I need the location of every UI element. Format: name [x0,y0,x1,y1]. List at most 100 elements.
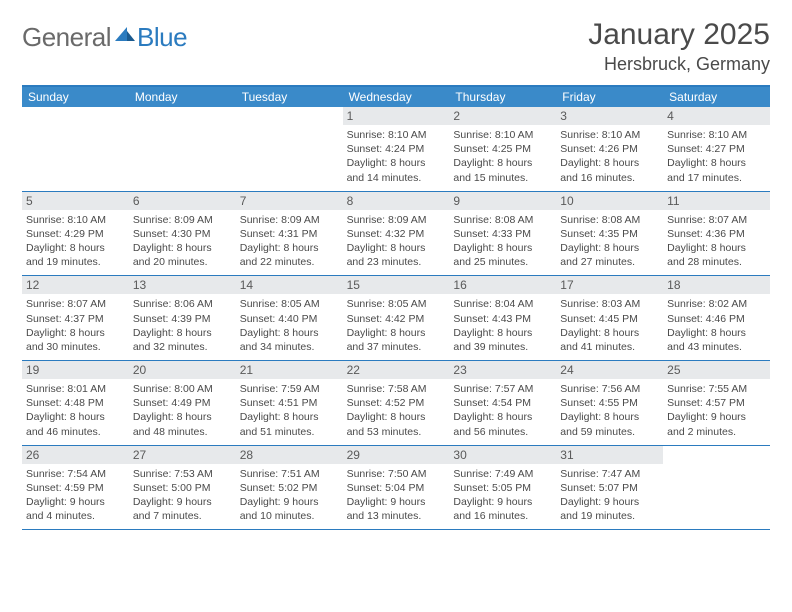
day-detail: Sunrise: 8:05 AMSunset: 4:42 PMDaylight:… [347,297,446,354]
day-number: 26 [22,446,129,464]
day-cell: 20 Sunrise: 8:00 AMSunset: 4:49 PMDayligh… [129,361,236,445]
week-row: 1 Sunrise: 8:10 AMSunset: 4:24 PMDaylight… [22,107,770,192]
day-number: 6 [129,192,236,210]
day-detail: Sunrise: 8:10 AMSunset: 4:24 PMDaylight:… [347,128,446,185]
day-cell: 22 Sunrise: 7:58 AMSunset: 4:52 PMDayligh… [343,361,450,445]
calendar-page: General Blue January 2025 Hersbruck, Ger… [0,0,792,548]
day-detail: Sunrise: 7:53 AMSunset: 5:00 PMDaylight:… [133,467,232,524]
week-row: 12 Sunrise: 8:07 AMSunset: 4:37 PMDayligh… [22,276,770,361]
day-cell [236,107,343,191]
day-cell: 27 Sunrise: 7:53 AMSunset: 5:00 PMDayligh… [129,446,236,530]
day-number: 15 [343,276,450,294]
day-cell [22,107,129,191]
day-detail: Sunrise: 8:03 AMSunset: 4:45 PMDaylight:… [560,297,659,354]
day-detail: Sunrise: 8:08 AMSunset: 4:33 PMDaylight:… [453,213,552,270]
calendar-grid: SundayMondayTuesdayWednesdayThursdayFrid… [22,85,770,530]
title-block: January 2025 Hersbruck, Germany [588,18,770,75]
day-detail: Sunrise: 8:01 AMSunset: 4:48 PMDaylight:… [26,382,125,439]
day-number: 23 [449,361,556,379]
day-cell: 19 Sunrise: 8:01 AMSunset: 4:48 PMDayligh… [22,361,129,445]
day-number: 9 [449,192,556,210]
week-row: 19 Sunrise: 8:01 AMSunset: 4:48 PMDayligh… [22,361,770,446]
day-cell: 11 Sunrise: 8:07 AMSunset: 4:36 PMDayligh… [663,192,770,276]
day-detail: Sunrise: 8:05 AMSunset: 4:40 PMDaylight:… [240,297,339,354]
day-number: 16 [449,276,556,294]
day-number: 20 [129,361,236,379]
day-cell: 1 Sunrise: 8:10 AMSunset: 4:24 PMDaylight… [343,107,450,191]
location: Hersbruck, Germany [588,54,770,75]
day-number: 21 [236,361,343,379]
day-detail: Sunrise: 7:58 AMSunset: 4:52 PMDaylight:… [347,382,446,439]
day-cell: 23Sunrise: 7:57 AMSunset: 4:54 PMDayligh… [449,361,556,445]
weekday-label: Friday [556,87,663,107]
day-number: 12 [22,276,129,294]
day-cell: 6Sunrise: 8:09 AMSunset: 4:30 PMDaylight… [129,192,236,276]
week-row: 26Sunrise: 7:54 AMSunset: 4:59 PMDayligh… [22,446,770,531]
day-cell [129,107,236,191]
day-number [22,107,129,125]
day-detail: Sunrise: 7:59 AMSunset: 4:51 PMDaylight:… [240,382,339,439]
day-cell: 10Sunrise: 8:08 AMSunset: 4:35 PMDayligh… [556,192,663,276]
day-detail: Sunrise: 8:10 AMSunset: 4:27 PMDaylight:… [667,128,766,185]
day-number: 3 [556,107,663,125]
day-cell: 18 Sunrise: 8:02 AMSunset: 4:46 PMDayligh… [663,276,770,360]
day-detail: Sunrise: 8:04 AMSunset: 4:43 PMDaylight:… [453,297,552,354]
day-cell: 9 Sunrise: 8:08 AMSunset: 4:33 PMDaylight… [449,192,556,276]
day-detail: Sunrise: 7:49 AMSunset: 5:05 PMDaylight:… [453,467,552,524]
day-number: 18 [663,276,770,294]
day-number: 1 [343,107,450,125]
day-cell: 29 Sunrise: 7:50 AMSunset: 5:04 PMDayligh… [343,446,450,530]
weekday-label: Monday [129,87,236,107]
day-detail: Sunrise: 8:07 AMSunset: 4:36 PMDaylight:… [667,213,766,270]
day-detail: Sunrise: 7:55 AMSunset: 4:57 PMDaylight:… [667,382,766,439]
day-detail: Sunrise: 8:00 AMSunset: 4:49 PMDaylight:… [133,382,232,439]
day-number [236,107,343,125]
day-number: 28 [236,446,343,464]
day-number: 5 [22,192,129,210]
day-number: 14 [236,276,343,294]
day-cell: 31Sunrise: 7:47 AMSunset: 5:07 PMDayligh… [556,446,663,530]
day-cell: 7Sunrise: 8:09 AMSunset: 4:31 PMDaylight… [236,192,343,276]
day-detail: Sunrise: 8:06 AMSunset: 4:39 PMDaylight:… [133,297,232,354]
day-detail: Sunrise: 7:50 AMSunset: 5:04 PMDaylight:… [347,467,446,524]
day-number [663,446,770,464]
day-cell: 16 Sunrise: 8:04 AMSunset: 4:43 PMDayligh… [449,276,556,360]
day-number: 4 [663,107,770,125]
day-cell: 30Sunrise: 7:49 AMSunset: 5:05 PMDayligh… [449,446,556,530]
day-cell: 26Sunrise: 7:54 AMSunset: 4:59 PMDayligh… [22,446,129,530]
day-number: 22 [343,361,450,379]
day-number: 13 [129,276,236,294]
week-row: 5 Sunrise: 8:10 AMSunset: 4:29 PMDaylight… [22,192,770,277]
weekday-label: Saturday [663,87,770,107]
day-detail: Sunrise: 8:10 AMSunset: 4:26 PMDaylight:… [560,128,659,185]
day-number: 29 [343,446,450,464]
day-cell: 24 Sunrise: 7:56 AMSunset: 4:55 PMDayligh… [556,361,663,445]
day-cell: 25Sunrise: 7:55 AMSunset: 4:57 PMDayligh… [663,361,770,445]
logo-text-general: General [22,22,111,53]
day-cell: 13 Sunrise: 8:06 AMSunset: 4:39 PMDayligh… [129,276,236,360]
day-cell: 21 Sunrise: 7:59 AMSunset: 4:51 PMDayligh… [236,361,343,445]
day-number: 19 [22,361,129,379]
day-detail: Sunrise: 8:10 AMSunset: 4:29 PMDaylight:… [26,213,125,270]
header: General Blue January 2025 Hersbruck, Ger… [22,18,770,75]
day-number: 24 [556,361,663,379]
day-detail: Sunrise: 8:10 AMSunset: 4:25 PMDaylight:… [453,128,552,185]
day-cell: 14 Sunrise: 8:05 AMSunset: 4:40 PMDayligh… [236,276,343,360]
day-number: 7 [236,192,343,210]
day-number [129,107,236,125]
day-number: 11 [663,192,770,210]
day-detail: Sunrise: 7:56 AMSunset: 4:55 PMDaylight:… [560,382,659,439]
day-detail: Sunrise: 8:07 AMSunset: 4:37 PMDaylight:… [26,297,125,354]
month-title: January 2025 [588,18,770,52]
day-cell: 12 Sunrise: 8:07 AMSunset: 4:37 PMDayligh… [22,276,129,360]
day-detail: Sunrise: 8:02 AMSunset: 4:46 PMDaylight:… [667,297,766,354]
day-number: 27 [129,446,236,464]
weekday-label: Tuesday [236,87,343,107]
day-detail: Sunrise: 8:09 AMSunset: 4:32 PMDaylight:… [347,213,446,270]
day-cell: 17Sunrise: 8:03 AMSunset: 4:45 PMDayligh… [556,276,663,360]
day-cell [663,446,770,530]
day-cell: 3 Sunrise: 8:10 AMSunset: 4:26 PMDaylight… [556,107,663,191]
weekday-header-row: SundayMondayTuesdayWednesdayThursdayFrid… [22,87,770,107]
day-cell: 28Sunrise: 7:51 AMSunset: 5:02 PMDayligh… [236,446,343,530]
day-detail: Sunrise: 7:47 AMSunset: 5:07 PMDaylight:… [560,467,659,524]
